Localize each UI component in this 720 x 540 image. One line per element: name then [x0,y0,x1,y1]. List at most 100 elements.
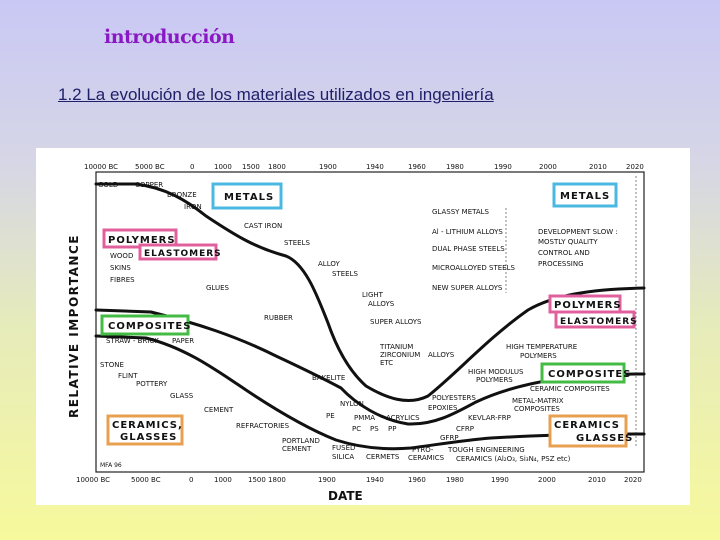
polymers-left-label: POLYMERS [108,235,176,246]
label-zirconium-alloys: ALLOYS [428,351,455,359]
label-high-modulus: HIGH MODULUS [468,368,524,376]
label-gfrp: GFRP [440,434,459,442]
label-stone: STONE [100,361,124,369]
label-pottery: POTTERY [136,380,168,388]
label-skins: SKINS [110,264,131,272]
top-tick: 1940 [366,163,384,171]
diagram-svg: 10000 BC 5000 BC 0 1000 1500 1800 1900 1… [67,163,646,503]
top-tick: 5000 BC [135,163,165,171]
composites-left-box [100,314,190,336]
label-bronze: BRONZE [167,191,197,199]
elastomers-left-box [138,243,218,261]
label-alloy: ALLOY [318,260,340,268]
label-bakelite: BAKELITE [312,374,345,382]
y-axis-title: RELATIVE IMPORTANCE [67,234,81,418]
label-rubber: RUBBER [264,314,293,322]
label-glues: GLUES [206,284,230,292]
plot-frame [95,171,645,473]
label-development-slow: DEVELOPMENT SLOW : [538,228,618,236]
ceramics-right-box [548,414,628,448]
label-fibres: FIBRES [110,276,135,284]
bottom-tick: 2000 [538,476,556,484]
label-polyesters: POLYESTERS [432,394,476,402]
label-acrylics: ACRYLICS [386,414,420,422]
top-tick: 1500 [242,163,260,171]
top-tick: 2010 [589,163,607,171]
bottom-tick: 0 [189,476,193,484]
bottom-tick: 1990 [491,476,509,484]
label-epoxies: EPOXIES [428,404,458,412]
label-cfrp: CFRP [456,425,474,433]
left-category-boxes: METALS POLYMERS ELASTOMERS COMPOSITES CE… [100,182,283,446]
label-paper: PAPER [172,337,194,345]
label-zirconium: ZIRCONIUM [380,351,420,359]
bottom-tick: 1940 [366,476,384,484]
label-glass: GLASS [170,392,194,400]
label-gold: GOLD [98,181,118,189]
metals-polymers-boundary [94,182,646,403]
top-tick: 0 [190,163,194,171]
label-high-temp-polymers: POLYMERS [520,352,557,360]
label-light: LIGHT [362,291,384,299]
top-tick: 1990 [494,163,512,171]
label-super-alloys: SUPER ALLOYS [370,318,422,326]
label-nylon: NYLON [340,400,364,408]
label-mostly-quality: MOSTLY QUALITY [538,238,598,246]
label-silica: SILICA [332,453,354,461]
label-processing: PROCESSING [538,260,584,268]
elastomers-right-label: ELASTOMERS [560,317,638,327]
metals-left-label: METALS [224,192,274,203]
label-high-temperature: HIGH TEMPERATURE [506,343,577,351]
top-tick: 1900 [319,163,337,171]
label-copper: COPPER [135,181,163,189]
bottom-tick: 10000 BC [76,476,110,484]
label-cermets: CERMETS [366,453,400,461]
top-tick: 2020 [626,163,644,171]
label-high-mod-polymers: POLYMERS [476,376,513,384]
label-straw-brick: STRAW - BRICK [106,337,159,345]
glasses-right-label: GLASSES [576,433,633,444]
label-cast-iron: CAST IRON [244,222,282,230]
label-refractories: REFRACTORIES [236,422,290,430]
bottom-tick: 1960 [408,476,426,484]
label-metal-matrix: METAL-MATRIX [512,397,564,405]
top-tick: 1000 [214,163,232,171]
material-labels: GOLD COPPER BRONZE IRON CAST IRON STEELS… [98,181,618,463]
polymers-right-label: POLYMERS [554,300,622,311]
label-dual-phase: DUAL PHASE STEELS [432,245,505,253]
bottom-tick: 2010 [588,476,606,484]
top-axis: 10000 BC 5000 BC 0 1000 1500 1800 1900 1… [84,163,644,171]
label-glassy-metals: GLASSY METALS [432,208,490,216]
bottom-axis: 10000 BC 5000 BC 0 1000 1500 1800 1900 1… [76,476,642,484]
top-tick: 1980 [446,163,464,171]
elastomers-left-label: ELASTOMERS [144,249,222,259]
x-axis-title: DATE [328,489,363,503]
label-tough-ceramics: CERAMICS (Al₂O₃, Si₃N₄, PSZ etc) [456,455,571,463]
top-tick: 2000 [539,163,557,171]
ceramics-right-label: CERAMICS [554,420,620,431]
bottom-tick: 1900 [318,476,336,484]
bottom-tick: 2020 [624,476,642,484]
label-steels: STEELS [284,239,310,247]
elastomers-right-box [554,310,636,329]
materials-evolution-diagram: 10000 BC 5000 BC 0 1000 1500 1800 1900 1… [36,148,690,505]
label-wood: WOOD [110,252,133,260]
label-control-and: CONTROL AND [538,249,590,257]
composites-right-box [540,362,626,384]
label-iron: IRON [184,203,202,211]
bottom-tick: 1500 1800 [248,476,286,484]
bottom-tick: 5000 BC [131,476,161,484]
label-al-lithium: Al - LITHIUM ALLOYS [432,228,503,236]
right-category-boxes: METALS POLYMERS ELASTOMERS COMPOSITES CE… [540,182,638,448]
label-portland: PORTLAND [282,437,320,445]
composites-right-label: COMPOSITES [548,369,631,380]
label-pyro: PYRO- [412,446,434,454]
label-mmc-composites: COMPOSITES [514,405,560,413]
label-pc: PC [352,425,361,433]
label-ceramic-composites: CERAMIC COMPOSITES [530,385,610,393]
metals-right-box [552,182,618,208]
ceramics-left-label: CERAMICS, [112,420,183,431]
metals-right-label: METALS [560,191,610,202]
label-fused: FUSED [332,444,355,452]
label-pe: PE [326,412,335,420]
